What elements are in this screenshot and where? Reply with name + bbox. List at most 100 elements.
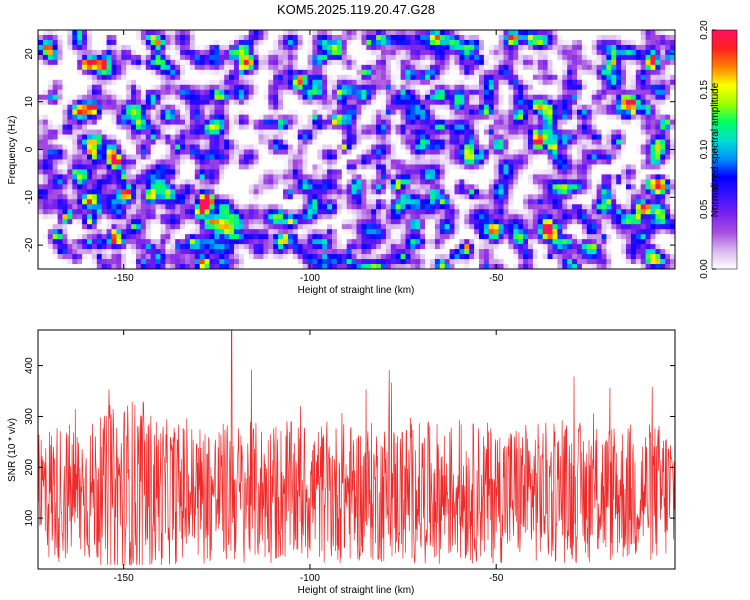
heatmap-cell [238,209,245,215]
heatmap-cell [567,69,573,76]
heatmap-cell [121,204,127,210]
heatmap-cell [170,169,176,175]
heatmap-cell [513,84,519,91]
heatmap-cell [626,199,632,205]
heatmap-cell [645,134,651,140]
heatmap-cell [346,174,352,180]
heatmap-cell [336,99,343,106]
heatmap-cell [420,134,426,140]
heatmap-cell [155,119,161,126]
heatmap-cell [665,199,671,205]
heatmap-cell [381,169,387,175]
heatmap-cell [474,79,480,86]
heatmap-cell [194,54,201,61]
heatmap-cell [611,189,617,195]
heatmap-cell [101,174,107,180]
heatmap-cell [189,59,196,66]
heatmap-cell [57,74,63,81]
heatmap-cell [278,184,284,190]
heatmap-cell [606,54,612,61]
heatmap-cell [464,164,470,170]
heatmap-cell [283,209,289,215]
heatmap-cell [150,69,156,76]
heatmap-cell [385,94,392,101]
heatmap-cell [434,174,441,180]
heatmap-cell [528,89,534,96]
heatmap-cell [204,149,210,155]
heatmap-cell [557,79,563,86]
heatmap-cell [258,104,264,111]
heatmap-cell [415,94,421,101]
heatmap-cell [214,219,220,225]
heatmap-cell [136,79,142,86]
heatmap-cell [91,184,98,190]
heatmap-cell [126,119,132,126]
heatmap-cell [528,174,534,180]
heatmap-cell [287,194,294,200]
heatmap-cell [116,84,122,91]
heatmap-cell [42,114,49,121]
heatmap-cell [258,109,264,116]
heatmap-cell [660,164,666,170]
heatmap-cell [366,104,372,111]
heatmap-cell [493,194,499,200]
heatmap-cell [562,119,568,126]
heatmap-cell [376,199,382,205]
heatmap-cell [523,174,529,180]
heatmap-cell [567,104,573,111]
heatmap-cell [518,54,524,61]
heatmap-cell [630,154,637,160]
heatmap-cell [400,79,406,86]
heatmap-cell [385,30,392,36]
heatmap-cell [72,64,78,71]
heatmap-cell [287,94,294,101]
heatmap-cell [635,164,642,170]
heatmap-cell [508,214,514,220]
heatmap-cell [189,194,196,200]
heatmap-cell [557,179,563,185]
heatmap-cell [155,79,161,86]
heatmap-cell [405,109,411,116]
heatmap-cell [273,169,279,175]
heatmap-cell [660,119,666,126]
heatmap-cell [67,204,73,210]
heatmap-cell [670,64,675,71]
heatmap-cell [366,94,372,101]
heatmap-cell [180,194,186,200]
heatmap-cell [160,34,166,41]
heatmap-cell [170,99,176,106]
heatmap-cell [189,64,196,71]
heatmap-cell [77,209,83,215]
heatmap-cell [361,204,367,210]
heatmap-cell [567,194,573,200]
heatmap-cell [488,214,495,220]
heatmap-cell [287,139,294,145]
heatmap-cell [376,149,382,155]
heatmap-cell [136,39,142,46]
heatmap-cell [283,189,289,195]
heatmap-cell [332,64,338,71]
heatmap-cell [572,79,578,86]
heatmap-cell [371,64,377,71]
heatmap-cell [140,104,147,111]
heatmap-cell [488,179,495,185]
heatmap-cell [459,189,465,195]
heatmap-cell [464,204,470,210]
heatmap-cell [268,139,274,145]
heatmap-cell [596,109,602,116]
heatmap-cell [336,169,343,175]
heatmap-cell [307,34,313,41]
heatmap-cell [219,149,225,155]
heatmap-cell [395,39,401,46]
heatmap-cell [57,154,63,160]
heatmap-cell [415,34,421,41]
heatmap-cell [160,209,166,215]
heatmap-cell [52,169,58,175]
heatmap-cell [621,139,627,145]
heatmap-cell [400,174,406,180]
heatmap-cell [577,54,583,61]
heatmap-cell [180,59,186,66]
heatmap-cell [332,124,338,130]
heatmap-cell [665,84,671,91]
heatmap-cell [341,134,348,140]
